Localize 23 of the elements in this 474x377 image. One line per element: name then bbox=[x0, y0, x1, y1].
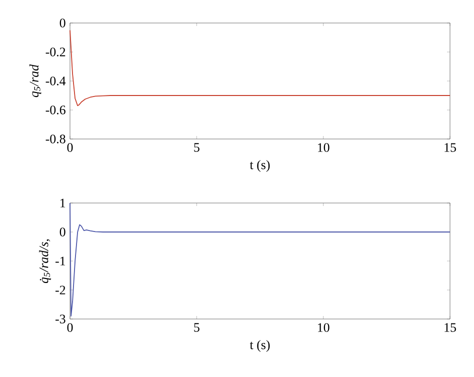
x-tick-label: 0 bbox=[67, 323, 73, 332]
x-tick-label: 15 bbox=[444, 143, 456, 152]
x-tick-label: 10 bbox=[318, 143, 330, 152]
x-tick-label: 5 bbox=[194, 143, 200, 152]
y-tick-label: -0.4 bbox=[46, 76, 66, 86]
x-tick-label: 0 bbox=[67, 143, 73, 152]
y-tick-label: 0 bbox=[60, 228, 66, 236]
y-tick-label: -0.2 bbox=[46, 48, 66, 56]
y-tick-label: 0 bbox=[60, 18, 66, 28]
x-axis-title: t (s) bbox=[250, 340, 270, 352]
y-tick-label: -2 bbox=[56, 286, 66, 294]
y-tick-label: 1 bbox=[60, 198, 66, 208]
y-tick-label: -1 bbox=[56, 256, 66, 266]
x-tick-label: 15 bbox=[444, 323, 456, 332]
x-axis-title: t (s) bbox=[250, 160, 270, 172]
y-tick-label: -0.6 bbox=[46, 106, 66, 114]
line-series bbox=[70, 202, 450, 317]
y-tick-label: -3 bbox=[56, 314, 66, 324]
y-axis-title: q̇$_{5}$/rad/s, bbox=[39, 239, 51, 284]
y-tick-label: -0.8 bbox=[46, 134, 66, 144]
x-tick-label: 10 bbox=[318, 323, 330, 332]
x-tick-label: 5 bbox=[194, 323, 200, 332]
y-axis-title: q$_{5}$/rad bbox=[29, 64, 42, 98]
